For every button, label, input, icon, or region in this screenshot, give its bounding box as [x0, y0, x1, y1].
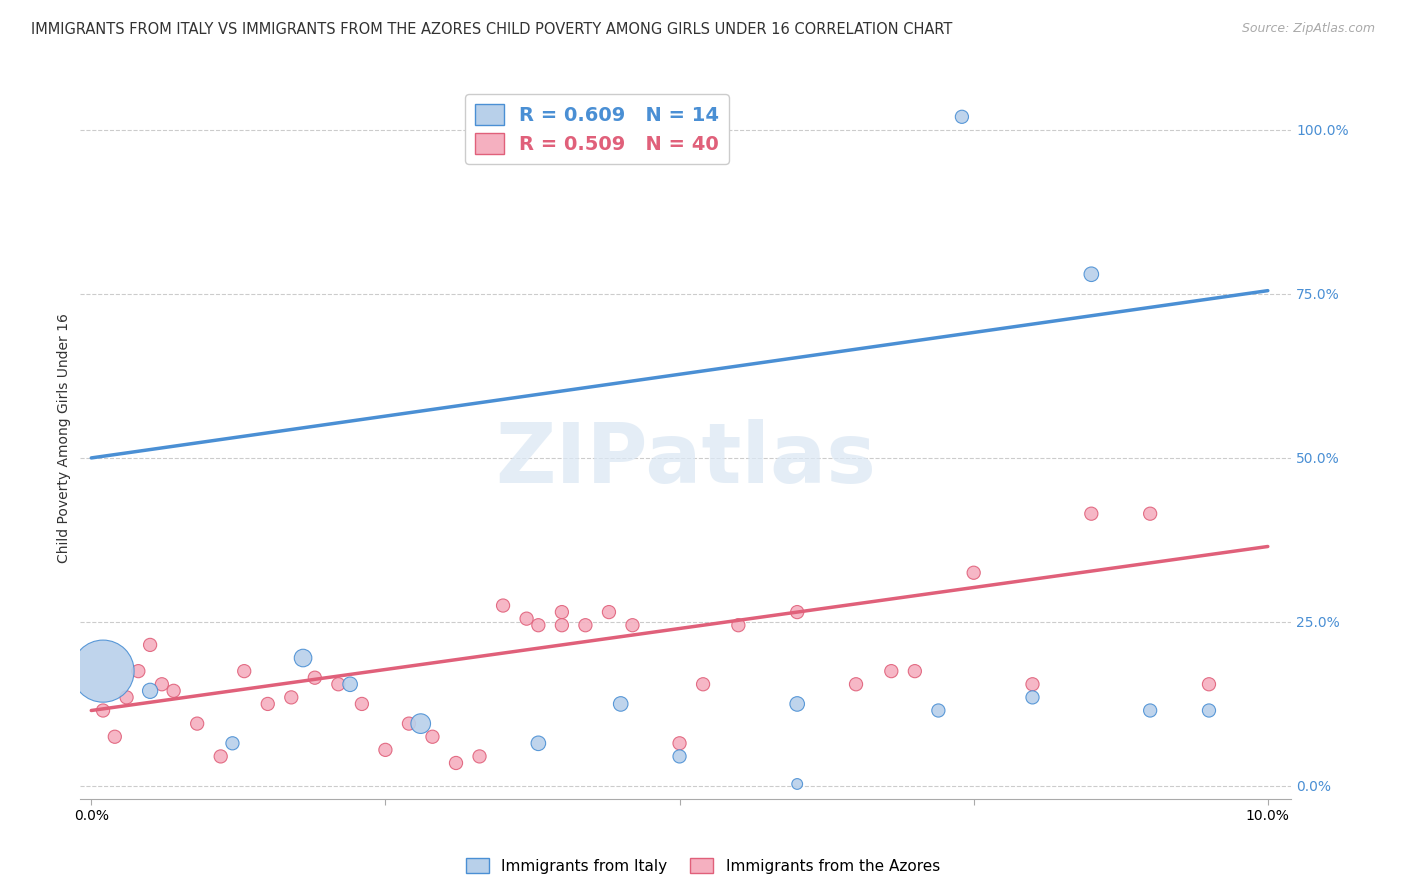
Point [422, 730, 444, 744]
Point [186, 716, 208, 731]
Point [692, 677, 714, 691]
Point [209, 749, 232, 764]
Point [104, 730, 127, 744]
Point [1080, 507, 1102, 521]
Point [1198, 677, 1220, 691]
Point [91, 664, 114, 678]
Point [880, 664, 903, 678]
Point [1080, 267, 1102, 281]
Point [221, 736, 243, 750]
Point [398, 716, 420, 731]
Point [91, 704, 114, 718]
Text: IMMIGRANTS FROM ITALY VS IMMIGRANTS FROM THE AZORES CHILD POVERTY AMONG GIRLS UN: IMMIGRANTS FROM ITALY VS IMMIGRANTS FROM… [31, 22, 952, 37]
Point [1021, 677, 1043, 691]
Point [328, 677, 350, 691]
Point [150, 677, 173, 691]
Point [598, 605, 620, 619]
Point [468, 749, 491, 764]
Point [233, 664, 256, 678]
Point [162, 683, 184, 698]
Point [339, 677, 361, 691]
Point [516, 612, 538, 626]
Point [845, 677, 868, 691]
Point [668, 749, 690, 764]
Point [139, 683, 162, 698]
Legend: R = 0.609   N = 14, R = 0.509   N = 40: R = 0.609 N = 14, R = 0.509 N = 40 [465, 95, 730, 164]
Text: Source: ZipAtlas.com: Source: ZipAtlas.com [1241, 22, 1375, 36]
Y-axis label: Child Poverty Among Girls Under 16: Child Poverty Among Girls Under 16 [58, 313, 72, 563]
Point [1021, 690, 1043, 705]
Point [444, 756, 467, 770]
Point [786, 697, 808, 711]
Point [527, 736, 550, 750]
Point [574, 618, 596, 632]
Point [727, 618, 749, 632]
Point [950, 110, 973, 124]
Point [492, 599, 515, 613]
Point [374, 743, 396, 757]
Point [527, 618, 550, 632]
Point [551, 618, 574, 632]
Point [350, 697, 373, 711]
Point [1198, 704, 1220, 718]
Point [668, 736, 690, 750]
Point [409, 716, 432, 731]
Point [963, 566, 986, 580]
Point [115, 690, 138, 705]
Point [551, 605, 574, 619]
Point [304, 671, 326, 685]
Point [609, 697, 631, 711]
Text: ZIPatlas: ZIPatlas [495, 419, 876, 500]
Point [621, 618, 644, 632]
Point [927, 704, 949, 718]
Point [1139, 507, 1161, 521]
Point [127, 664, 149, 678]
Point [904, 664, 927, 678]
Point [256, 697, 278, 711]
Point [786, 605, 808, 619]
Legend: Immigrants from Italy, Immigrants from the Azores: Immigrants from Italy, Immigrants from t… [460, 852, 946, 880]
Point [139, 638, 162, 652]
Point [786, 777, 808, 791]
Point [292, 651, 315, 665]
Point [1139, 704, 1161, 718]
Point [280, 690, 302, 705]
